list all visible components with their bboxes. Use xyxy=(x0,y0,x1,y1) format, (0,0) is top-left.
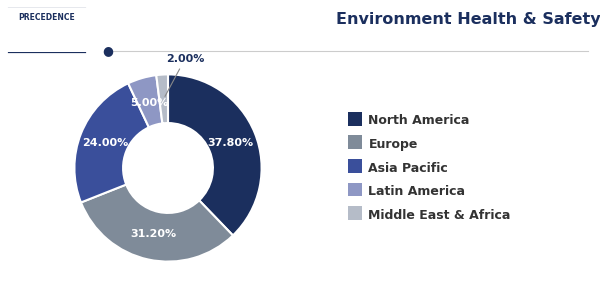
Text: 5.00%: 5.00% xyxy=(130,98,169,108)
Wedge shape xyxy=(128,75,163,127)
Text: 31.20%: 31.20% xyxy=(131,229,177,239)
Wedge shape xyxy=(74,83,149,202)
Text: 24.00%: 24.00% xyxy=(82,138,128,148)
Text: ●: ● xyxy=(103,44,113,58)
Legend: North America, Europe, Asia Pacific, Latin America, Middle East & Africa: North America, Europe, Asia Pacific, Lat… xyxy=(343,109,516,227)
Text: 37.80%: 37.80% xyxy=(208,138,254,148)
Wedge shape xyxy=(156,74,168,123)
Text: 2.00%: 2.00% xyxy=(165,54,204,96)
Wedge shape xyxy=(81,184,233,262)
Text: PRECEDENCE: PRECEDENCE xyxy=(18,14,75,22)
Text: Environment Health & Safety Market, By Region, 2022 (%): Environment Health & Safety Market, By R… xyxy=(336,12,600,27)
Wedge shape xyxy=(168,74,262,236)
Text: RESEARCH: RESEARCH xyxy=(23,38,70,46)
